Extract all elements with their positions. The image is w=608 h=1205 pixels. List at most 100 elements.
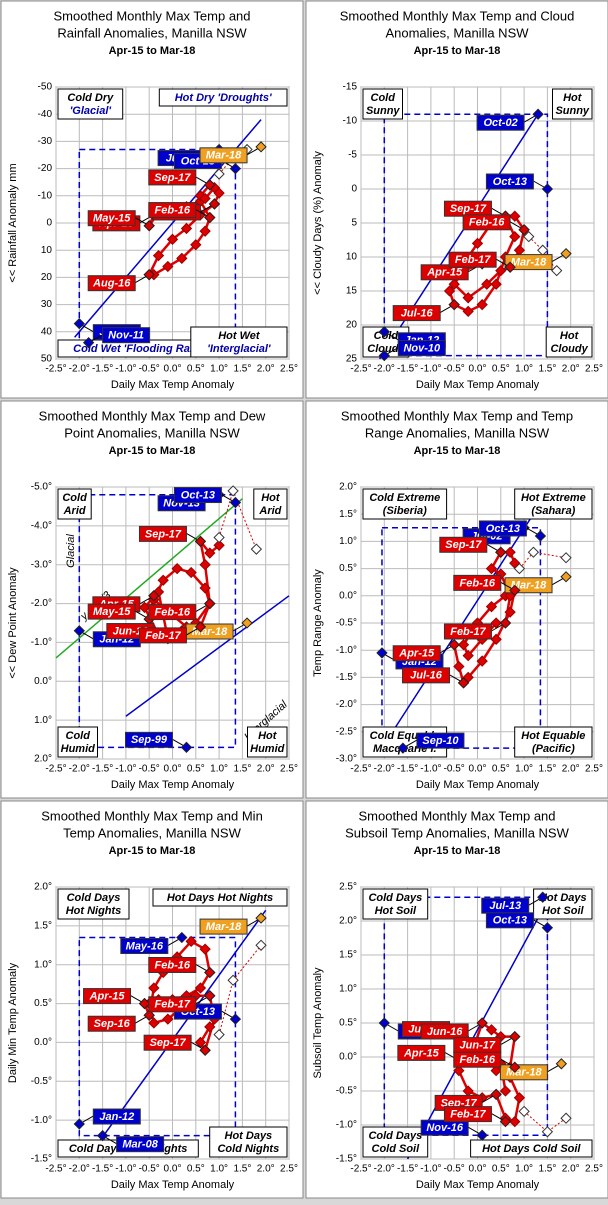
chart-title: Rainfall Anomalies, Manilla NSW	[57, 25, 247, 40]
callout-box	[102, 327, 151, 344]
callout-box	[448, 251, 497, 268]
x-tick-label: 1.5°	[233, 364, 251, 375]
corner-label: Hot Days	[225, 1130, 273, 1142]
callout-box	[116, 1136, 165, 1153]
corner-label: Cold Dry	[67, 92, 114, 104]
callout-box	[87, 1015, 136, 1032]
callout-box	[443, 623, 492, 640]
data-point	[499, 1115, 512, 1128]
subtitle: Apr-15 to Mar-18	[109, 445, 196, 457]
data-point	[213, 539, 225, 551]
x-tick-label: -0.5°	[139, 764, 160, 775]
data-point	[208, 198, 221, 210]
y-tick-label: -5	[348, 150, 357, 161]
data-point	[138, 997, 151, 1010]
panel: Smoothed Monthly Max Temp and Cloud Anoma…	[305, 0, 608, 399]
callout-label: Apr-15	[89, 990, 126, 1002]
x-tick-label: 1.0°	[210, 1164, 228, 1175]
x-tick-label: -1.5°	[397, 1164, 418, 1175]
chart-title: Subsoil Temp Anomalies, Manilla NSW	[345, 825, 569, 840]
y-tick-label: 0.0°	[34, 676, 52, 687]
x-tick-label: 0.5°	[492, 1164, 510, 1175]
callout-box	[485, 173, 534, 190]
data-point	[378, 349, 390, 362]
corner-label: Cloudy	[367, 343, 405, 355]
callout-box	[420, 1023, 469, 1040]
y-tick-label: -1.5°	[336, 1154, 357, 1165]
data-point	[462, 1085, 474, 1097]
x-tick-label: -1.0°	[115, 364, 136, 375]
data-point	[457, 677, 470, 689]
callout-label: May-15	[93, 213, 131, 225]
y-tick-label: 1.0°	[339, 536, 357, 547]
y-tick-label: 2.0°	[339, 482, 357, 493]
callout-label: Feb-17	[450, 626, 486, 638]
y-tick-label: 0.5°	[339, 563, 357, 574]
callout-box	[392, 305, 441, 322]
corner-box	[190, 326, 288, 358]
data-point	[143, 220, 155, 232]
data-point	[560, 1112, 572, 1124]
data-point	[199, 192, 211, 205]
data-point	[227, 974, 239, 986]
corner-box	[57, 488, 92, 520]
corner-label: Humid	[250, 743, 285, 755]
data-point	[376, 647, 388, 659]
corner-label: Cold Days	[368, 1130, 422, 1142]
y-tick-label: 25	[346, 354, 358, 365]
y-tick-label: -1.5°	[336, 672, 357, 683]
corner-label: Cold	[62, 492, 87, 504]
y-tick-label: 2.0°	[339, 916, 357, 927]
x-tick-label: -0.5°	[139, 1164, 160, 1175]
callout-box	[148, 956, 197, 973]
x-tick-label: 2.0°	[562, 764, 580, 775]
y-tick-label: 0.5°	[339, 1018, 357, 1029]
y-tick-label: 15	[346, 286, 358, 297]
corner-label: Hot	[258, 730, 278, 742]
chart-title: Temp Anomalies, Manilla NSW	[63, 825, 241, 840]
x-tick-label: -2.5°	[45, 364, 66, 375]
callout-label: Nov-10	[403, 343, 441, 355]
callout-label: Oct-13	[493, 176, 527, 188]
y-tick-label: -2.0°	[31, 598, 52, 609]
data-point	[229, 496, 242, 509]
corner-label: Hot Days	[539, 892, 587, 904]
data-point	[194, 1036, 207, 1049]
x-tick-label: 0.0°	[469, 1164, 487, 1175]
corner-box	[470, 1139, 593, 1158]
callout-label: Oct-13	[181, 489, 215, 501]
data-point	[73, 317, 85, 330]
corner-label: (Sahara)	[531, 505, 575, 517]
panel: Smoothed Monthly Max Temp and Subsoil Tem…	[305, 800, 608, 1199]
callout-label: Sep-99	[131, 734, 168, 746]
chart-title: Smoothed Monthly Max Temp and Min	[41, 808, 263, 823]
data-point	[199, 582, 211, 594]
data-point	[551, 264, 563, 277]
data-point	[481, 278, 493, 290]
callout-label: Feb-17	[450, 1109, 486, 1121]
x-axis-label: Daily Max Temp Anomaly	[416, 1179, 540, 1191]
callout-label: Oct-02	[483, 117, 517, 129]
data-point	[453, 1064, 465, 1077]
corner-box	[57, 888, 130, 920]
y-tick-label: 20	[41, 272, 53, 283]
extreme-box	[383, 113, 549, 357]
callout-box	[453, 574, 502, 591]
callout-box	[443, 1106, 492, 1123]
data-point	[229, 162, 242, 175]
data-point	[513, 244, 526, 256]
y-tick-label: -4.0°	[31, 520, 52, 531]
callout-label: Oct-13	[486, 523, 520, 535]
y-tick-label: -1.0°	[31, 1115, 52, 1126]
x-tick-label: -2.0°	[374, 364, 395, 375]
x-tick-label: 1.5°	[233, 1164, 251, 1175]
callout-label: Feb-16	[155, 606, 191, 618]
corner-label: Hot	[261, 492, 281, 504]
y-tick-label: 2.5°	[339, 882, 357, 893]
data-point	[378, 1017, 390, 1029]
x-tick-label: 1.5°	[538, 1164, 556, 1175]
chart-title: Point Anomalies, Manilla NSW	[64, 425, 240, 440]
x-tick-label: -1.0°	[115, 764, 136, 775]
callout-label: Nov-11	[108, 330, 144, 342]
data-point	[555, 1058, 568, 1070]
